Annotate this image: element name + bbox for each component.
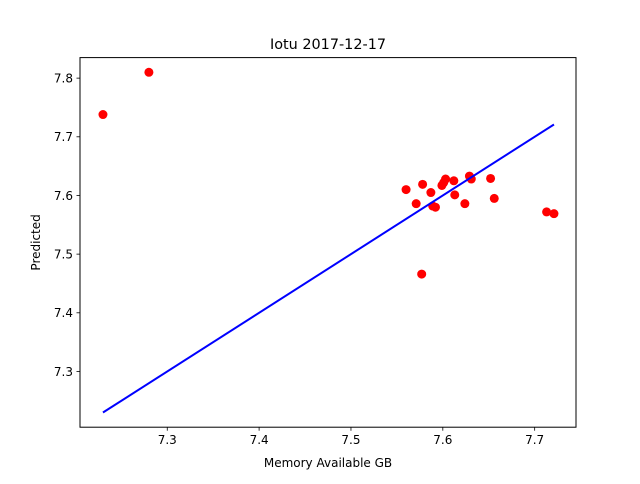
y-tick-label: 7.8	[54, 71, 73, 85]
y-tick-label: 7.5	[54, 247, 73, 261]
scatter-point	[450, 190, 460, 200]
x-tick-label: 7.7	[525, 433, 544, 447]
x-tick-label: 7.4	[250, 433, 269, 447]
scatter-point	[542, 207, 552, 217]
x-tick-label: 7.5	[341, 433, 360, 447]
scatter-point	[417, 269, 427, 279]
x-tick-label: 7.3	[158, 433, 177, 447]
y-tick-label: 7.6	[54, 189, 73, 203]
scatter-point	[460, 199, 470, 209]
y-tick-label: 7.3	[54, 365, 73, 379]
scatter-point	[418, 179, 428, 189]
scatter-point	[489, 193, 499, 203]
y-tick-label: 7.4	[54, 306, 73, 320]
scatter-point	[411, 199, 421, 209]
chart-title: Iotu 2017-12-17	[270, 37, 386, 53]
scatter-point	[441, 174, 451, 184]
scatter-point	[430, 202, 440, 212]
scatter-point	[401, 185, 411, 195]
y-tick-label: 7.7	[54, 130, 73, 144]
scatter-point	[449, 176, 459, 186]
y-axis-label: Predicted	[29, 214, 43, 270]
ticks-layer: 7.3 7.4 7.5 7.6 7.7 7.3 7.4 7.5 7.6 7.7 7.8	[54, 71, 544, 447]
fit-line	[102, 123, 555, 414]
x-axis-label: Memory Available GB	[264, 456, 392, 470]
scatter-point	[144, 67, 154, 77]
marks-layer	[98, 67, 559, 414]
x-tick-label: 7.6	[433, 433, 452, 447]
plot-frame	[79, 57, 577, 428]
scatter-point	[426, 188, 436, 198]
scatter-point	[98, 110, 108, 120]
scatter-point	[486, 173, 496, 183]
scatter-point	[549, 209, 559, 219]
